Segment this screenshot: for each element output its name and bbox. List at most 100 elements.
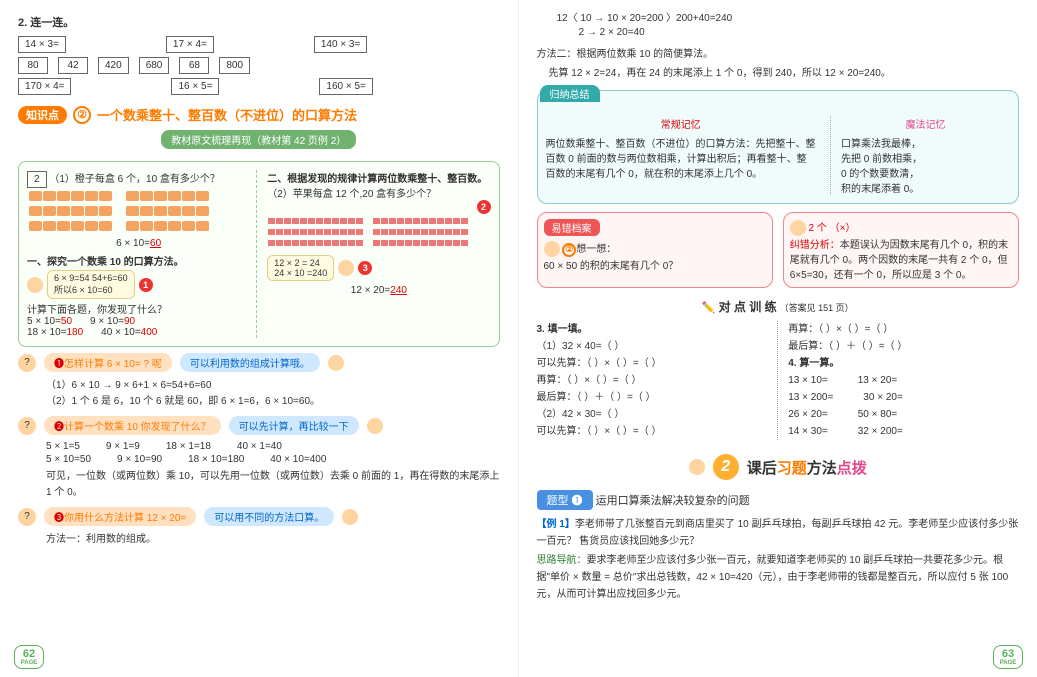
mascot-icon	[689, 459, 705, 475]
speech-bubble: 6 × 9=54 54+6=60所以6 × 10=60	[47, 270, 135, 299]
textbook-tab: 教材原文梳理再现（教材第 42 页例 2）	[161, 130, 356, 149]
t3-5: （2）42 × 30=（ ）	[537, 406, 768, 423]
expr-box: 160 × 5=	[319, 78, 372, 95]
type1-badge: 题型 ❶	[537, 490, 593, 510]
knowledge-point-bar: 知识点 ② 一个数乘整十、整百数（不进位）的口算方法	[18, 105, 500, 124]
tb-prompt: 计算下面各题，你发现了什么？	[27, 301, 250, 316]
child-icon	[328, 355, 344, 371]
question-3: ? ❸你用什么方法计算 12 × 20= 可以用不同的方法口算。	[18, 507, 500, 526]
badge-3: 3	[358, 261, 372, 275]
orange-grid-icon	[126, 191, 216, 201]
apple-grid-icon	[373, 229, 473, 235]
t3-4: 最后算：（ ）＋（ ）=（ ）	[537, 389, 768, 406]
q3-text: 你用什么方法计算 12 × 20=	[64, 513, 186, 524]
child-icon	[790, 220, 806, 236]
err-ans-label: 纠错分析：	[790, 240, 840, 251]
t3-8: 最后算：（ ）＋（ ）=（ ）	[788, 338, 1019, 355]
ans-box: 800	[219, 57, 250, 74]
ans-box: 68	[179, 57, 209, 74]
sum-c2: 口算乘法我最棒， 先把 0 前数相乘， 0 的个数要数清， 积的末尾添着 0。	[841, 135, 1010, 195]
tb-ans2-expr: 12 × 20=	[351, 285, 390, 296]
question-2: ? ❷计算一个数乘 10 你发现了什么？ 可以先计算，再比较一下	[18, 416, 500, 435]
sum-c1: 两位数乘整十、整百数（不进位）的口算方法：先把整十、整百数 0 前面的数与两位数…	[546, 135, 816, 180]
q1-num: ❶	[54, 359, 64, 370]
ex1-text: 李老师带了几张整百元到商店里买了 10 副乒乓球拍，每副乒乓球拍 42 元。李老…	[537, 519, 1019, 547]
page-63: 12〈 10 → 10 × 20=200 〉200+40=240 2 → 2 ×…	[519, 0, 1037, 677]
orange-grid-icon	[126, 221, 216, 231]
branch-diagram: 12〈 10 → 10 × 20=200 〉200+40=240 2 → 2 ×…	[557, 12, 1020, 40]
connect-row-1: 14 × 3= 17 × 4= 140 × 3=	[18, 36, 500, 53]
q2-num: ❷	[54, 422, 64, 433]
q2-row2: 5 × 10=509 × 10=9018 × 10=18040 × 10=400	[18, 454, 500, 465]
q1-line2: （2）1 个 6 是 6，10 个 6 就是 60，即 6 × 1=6，6 × …	[18, 394, 500, 410]
err-answer-hdr: 2 个 （×）	[809, 223, 856, 234]
orange-grid-icon	[29, 191, 119, 201]
tb-q2: （2）苹果每盒 12 个,20 盒有多少个？	[267, 185, 490, 200]
kp-title: 一个数乘整十、整百数（不进位）的口算方法	[97, 105, 357, 124]
t3-7: 再算：（ ）×（ ）=（ ）	[788, 321, 1019, 338]
question-icon: ?	[18, 417, 36, 435]
tb-ans2-val: 240	[390, 285, 407, 296]
question-icon: ?	[18, 508, 36, 526]
expr-box: 170 × 4=	[18, 78, 71, 95]
apple-grid-icon	[373, 218, 473, 224]
ans-box: 420	[98, 57, 129, 74]
method2-label: 方法二：根据两位数乘 10 的简便算法。	[537, 46, 1020, 63]
t3-6: 可以先算：（ ）×（ ）=（ ）	[537, 423, 768, 440]
q1-text: 怎样计算 6 × 10= ? 呢	[64, 359, 162, 370]
kp-badge: 知识点	[18, 106, 67, 124]
sum-h2: 魔法记忆	[841, 116, 1010, 131]
q2-conclusion: 可见，一位数（或两位数）乘 10，可以先用一位数（或两位数）去乘 0 前面的 1…	[18, 469, 500, 501]
question-1: ? ❶怎样计算 6 × 10= ? 呢 可以利用数的组成计算哦。	[18, 353, 500, 372]
orange-grid-icon	[29, 221, 119, 231]
page-number: 62PAGE	[14, 645, 44, 669]
a3-text: 可以用不同的方法口算。	[204, 507, 334, 526]
err-tab: 易错档案	[544, 219, 600, 236]
type1-title: 运用口算乘法解决较复杂的问题	[596, 495, 750, 507]
example-num: 2	[27, 171, 47, 188]
child-icon	[27, 277, 43, 293]
connect-row-3: 170 × 4= 16 × 5= 160 × 5=	[18, 78, 500, 95]
child-icon	[367, 418, 383, 434]
ex1-label: 【例 1】	[537, 519, 575, 530]
textbook-box: 2 （1）橙子每盒 6 个，10 盒有多少个？ 6 × 10=60 一、探究一个…	[18, 161, 500, 347]
tb-q1: （1）橙子每盒 6 个，10 盒有多少个？	[49, 174, 220, 185]
orange-grid-icon	[126, 206, 216, 216]
orange-grid-icon	[29, 206, 119, 216]
expr-box: 14 × 3=	[18, 36, 66, 53]
t3-label: 3. 填一填。	[537, 324, 588, 335]
connect-row-2: 80 42 420 680 68 800	[18, 57, 500, 74]
ans-box: 680	[139, 57, 170, 74]
ex2-label: 2. 连一连。	[18, 17, 74, 29]
page-62: 2. 连一连。 14 × 3= 17 × 4= 140 × 3= 80 42 4…	[0, 0, 519, 677]
expr-box: 17 × 4=	[166, 36, 214, 53]
nav-label: 思路导航：	[537, 555, 587, 566]
train-header: ✏️ 对 点 训 练 （答案见 151 页）	[537, 298, 1020, 315]
train-section: 3. 填一填。 （1）32 × 40=（ ） 可以先算：（ ）×（ ）=（ ） …	[537, 321, 1020, 440]
error-archive: 易错档案 ②想一想： 60 × 50 的积的末尾有几个 0？ 2 个 （×） 纠…	[537, 212, 1020, 288]
ans-box: 80	[18, 57, 48, 74]
a1-text: 可以利用数的组成计算哦。	[180, 353, 320, 372]
expr-box: 16 × 5=	[171, 78, 219, 95]
badge-1: 1	[139, 278, 153, 292]
tb-ans1-val: 60	[150, 238, 161, 249]
kp-number: ②	[73, 106, 91, 124]
summary-box: 归纳总结 常规记忆 两位数乘整十、整百数（不进位）的口算方法：先把整十、整百数 …	[537, 90, 1020, 204]
badge-2: 2	[477, 200, 491, 214]
section-2-header: 2 课后习题方法点拨	[537, 454, 1020, 480]
expr-box: 140 × 3=	[314, 36, 367, 53]
q2-row1: 5 × 1=59 × 1=918 × 1=1840 × 1=40	[18, 441, 500, 452]
q3-method1: 方法一：利用数的组成。	[18, 532, 500, 548]
child-icon	[342, 509, 358, 525]
question-icon: ?	[18, 354, 36, 372]
t3-1: （1）32 × 40=（ ）	[537, 338, 768, 355]
summary-tab: 归纳总结	[540, 85, 600, 102]
t4-label: 4. 算一算。	[788, 358, 839, 369]
section-2-badge: 2	[713, 454, 739, 480]
explore-hdr: 一、探究一个数乘 10 的口算方法。	[27, 257, 184, 268]
page-number: 63PAGE	[993, 645, 1023, 669]
err-question: 60 × 50 的积的末尾有几个 0？	[544, 257, 766, 272]
child-icon	[338, 260, 354, 276]
apple-grid-icon	[373, 240, 473, 246]
rule-hdr: 二、根据发现的规律计算两位数乘整十、整百数。	[267, 174, 487, 185]
